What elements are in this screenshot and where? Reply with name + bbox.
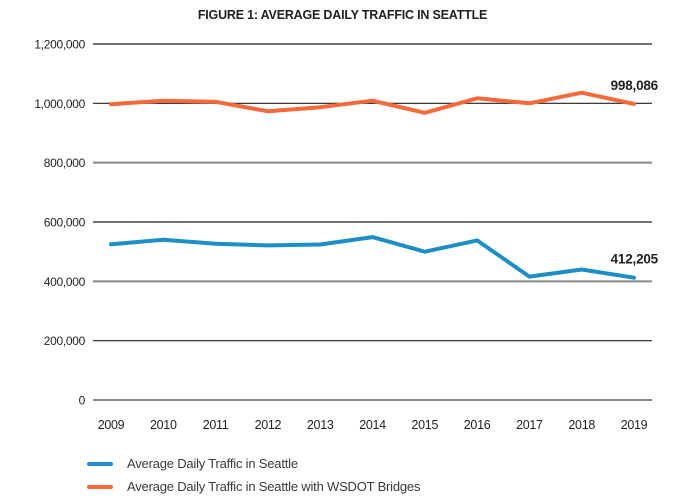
legend-swatch-orange-line [87, 484, 113, 489]
chart-title: FIGURE 1: AVERAGE DAILY TRAFFIC IN SEATT… [197, 8, 488, 22]
series-line-orange [109, 90, 636, 115]
y-axis-tick-label: 1,200,000 [34, 38, 85, 52]
x-axis-tick-label: 2011 [203, 418, 229, 432]
x-axis-tick-label: 2009 [98, 418, 125, 432]
legend: Average Daily Traffic in Seattle Average… [87, 452, 420, 498]
y-axis-tick-label: 1,000,000 [34, 97, 85, 111]
x-axis-tick-label: 2018 [568, 418, 595, 432]
x-axis-tick-label: 2017 [516, 418, 543, 432]
legend-label: Average Daily Traffic in Seattle with WS… [127, 479, 421, 494]
legend-item-seattle: Average Daily Traffic in Seattle [87, 452, 420, 475]
series-end-value-label: 998,086 [611, 78, 659, 93]
y-axis-tick-label: 400,000 [44, 275, 86, 289]
x-axis-tick-label: 2014 [359, 418, 386, 432]
x-axis-tick-label: 2012 [255, 418, 282, 432]
x-axis-tick-label: 2015 [411, 418, 438, 432]
legend-swatch-blue-line [87, 461, 113, 466]
y-axis-tick-label: 800,000 [44, 156, 86, 170]
y-axis-tick-label: 0 [79, 394, 86, 408]
x-axis-tick-label: 2013 [307, 418, 334, 432]
legend-label: Average Daily Traffic in Seattle [127, 456, 298, 471]
x-axis-tick-label: 2019 [621, 418, 648, 432]
x-axis-tick-label: 2016 [464, 418, 491, 432]
y-axis-tick-label: 200,000 [44, 334, 86, 348]
series-line-blue [109, 235, 636, 280]
series-end-value-label: 412,205 [611, 252, 659, 267]
y-axis-tick-label: 600,000 [44, 216, 86, 230]
x-axis-tick-label: 2010 [150, 418, 177, 432]
legend-item-wsdot-bridges: Average Daily Traffic in Seattle with WS… [87, 475, 420, 498]
